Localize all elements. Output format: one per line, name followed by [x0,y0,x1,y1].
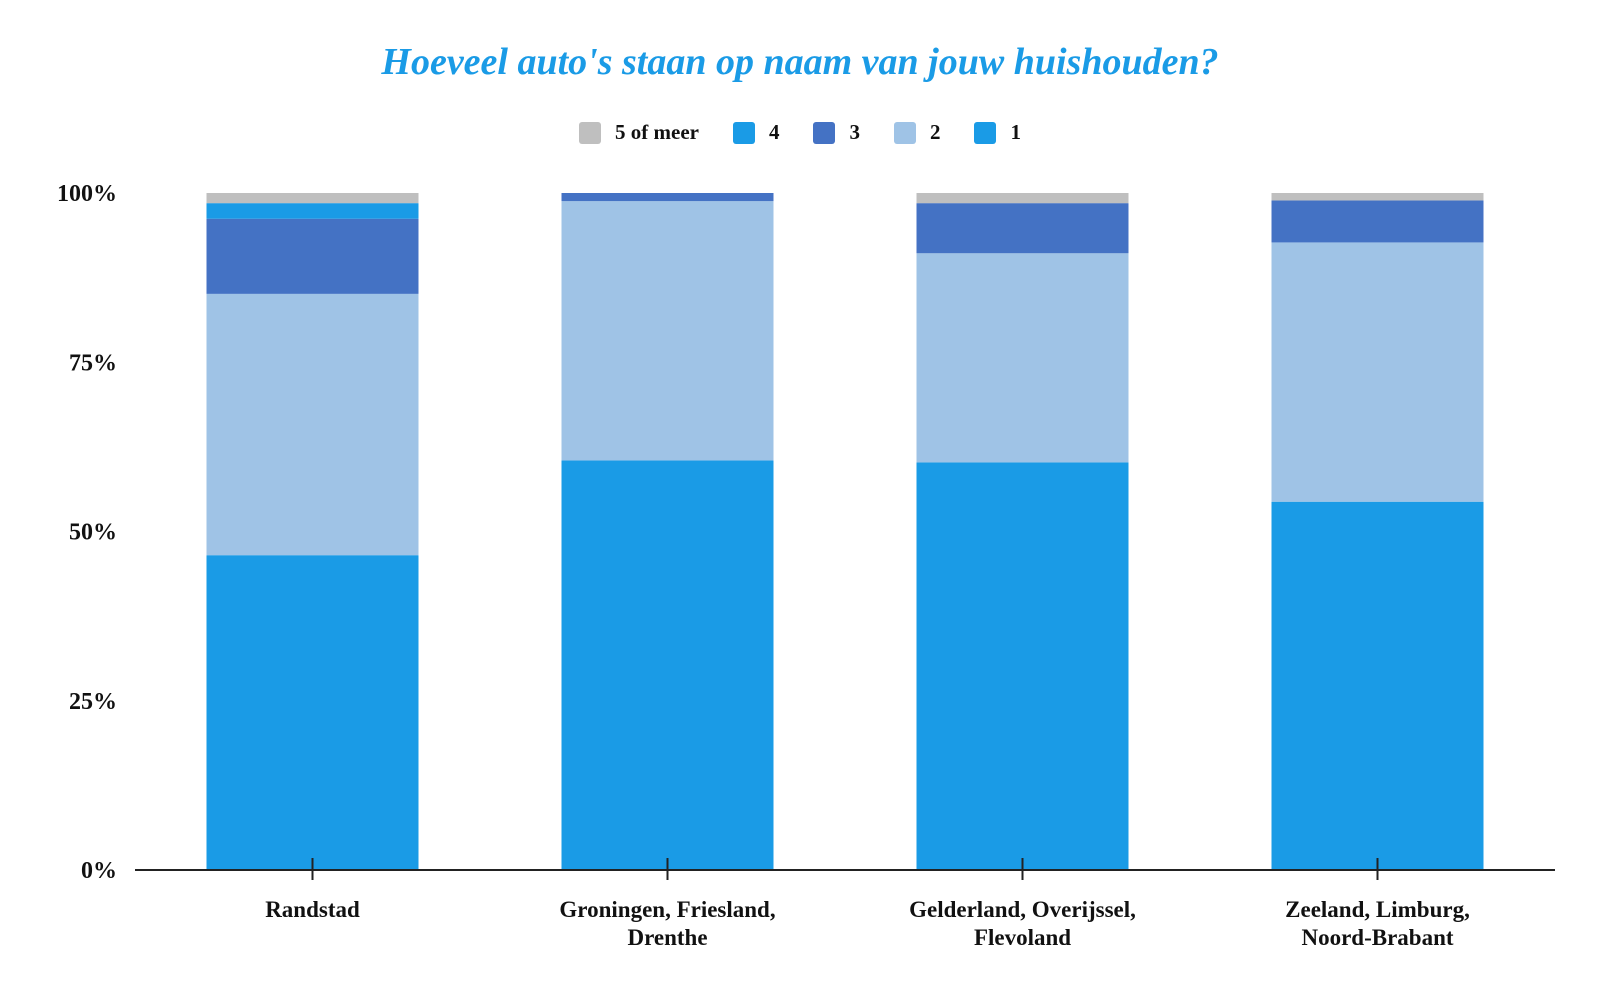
legend-swatch [813,121,836,144]
legend-item: 2 [893,120,941,145]
legend-label: 5 of meer [615,120,699,144]
legend-label: 1 [1010,120,1021,144]
legend-swatch [893,121,916,144]
bar-segment [1271,193,1484,201]
legend-item: 3 [813,120,860,145]
bar-segment [1271,242,1484,502]
x-tick-label: Flevoland [974,925,1071,950]
legend-swatch [579,121,602,144]
legend-label: 2 [929,120,941,144]
bar-segment [206,555,419,870]
bar-segment [561,193,774,202]
legend-label: 4 [768,120,780,144]
bar-segment [1271,200,1484,243]
bar-segment [206,193,419,204]
x-tick-label: Noord-Brabant [1301,925,1453,950]
bar-segment [206,293,419,556]
legend-item: 4 [732,120,780,145]
x-tick-label: Zeeland, Limburg, [1285,897,1470,922]
y-tick-label: 100% [57,181,117,207]
legend-item: 5 of meer [579,120,699,145]
legend-item: 1 [974,120,1021,145]
bar-segment [916,203,1129,254]
legend-swatch [732,121,755,144]
chart-legend: 5 of meer 4 3 2 1 [0,120,1600,145]
y-tick-label: 25% [69,689,117,715]
bar-segment [916,193,1129,204]
y-tick-label: 0% [81,858,117,884]
bar-segment [561,201,774,461]
x-tick-label: Randstad [265,897,360,922]
y-tick-label: 75% [69,350,117,376]
x-tick-label: Gelderland, Overijssel, [909,897,1136,922]
bar-segment [916,253,1129,463]
legend-swatch [974,121,997,144]
x-tick-label: Drenthe [627,925,707,950]
bar-segment [561,460,774,870]
bar-segment [206,203,419,219]
legend-label: 3 [849,120,860,144]
chart-title: Hoeveel auto's staan op naam van jouw hu… [381,41,1219,83]
bar-segment [916,462,1129,870]
y-tick-label: 50% [69,520,117,546]
bar-segment [206,218,419,294]
x-tick-label: Groningen, Friesland, [559,897,775,922]
bar-segment [1271,501,1484,870]
